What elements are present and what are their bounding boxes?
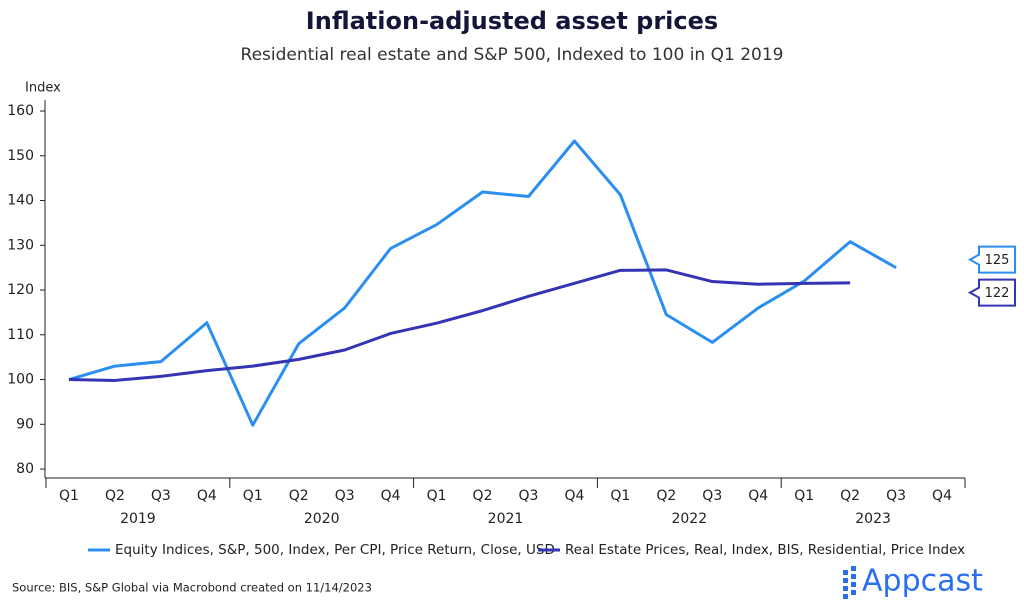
chart-title: Inflation-adjusted asset prices <box>306 7 718 35</box>
logo-mark <box>843 566 856 599</box>
x-tick-label: Q2 <box>289 488 309 504</box>
x-tick-label: Q1 <box>427 488 447 504</box>
y-tick-label: 100 <box>7 372 34 388</box>
x-tick-label: Q4 <box>197 488 217 504</box>
x-tick-label: Q2 <box>656 488 676 504</box>
x-tick-label: Q3 <box>151 488 171 504</box>
y-tick-label: 130 <box>7 237 34 253</box>
series-line <box>68 268 851 382</box>
logo-text: Appcast <box>862 564 983 599</box>
y-tick-label: 120 <box>7 282 34 298</box>
source: Source: BIS, S&P Global via Macrobond cr… <box>12 581 372 595</box>
x-group-label: 2021 <box>488 511 524 527</box>
x-tick-label: Q2 <box>105 488 125 504</box>
x-tick-label: Q4 <box>748 488 768 504</box>
y-tick-label: 150 <box>7 148 34 164</box>
legend-label: Real Estate Prices, Real, Index, BIS, Re… <box>565 542 965 558</box>
x-tick-label: Q1 <box>794 488 814 504</box>
y-tick-label: 110 <box>7 327 34 343</box>
x-group-label: 2023 <box>855 511 891 527</box>
x-tick-label: Q3 <box>886 488 906 504</box>
x-tick-label: Q2 <box>840 488 860 504</box>
y-tick-label: 140 <box>7 193 34 209</box>
x-tick-label: Q3 <box>519 488 539 504</box>
x-tick-label: Q1 <box>610 488 630 504</box>
x-tick-label: Q3 <box>702 488 722 504</box>
legend-label: Equity Indices, S&P, 500, Index, Per CPI… <box>115 542 555 558</box>
x-tick-label: Q4 <box>932 488 952 504</box>
y-axis-label: Index <box>25 81 61 96</box>
x-tick-label: Q1 <box>59 488 79 504</box>
chart-subtitle: Residential real estate and S&P 500, Ind… <box>241 45 784 65</box>
x-tick-label: Q3 <box>335 488 355 504</box>
x-tick-label: Q2 <box>473 488 493 504</box>
end-label: 125 <box>985 253 1010 268</box>
x-tick-label: Q1 <box>243 488 263 504</box>
x-group-label: 2022 <box>671 511 707 527</box>
x-group-label: 2020 <box>304 511 340 527</box>
y-tick-label: 160 <box>7 103 34 119</box>
x-group-label: 2019 <box>120 511 156 527</box>
x-tick-label: Q4 <box>564 488 584 504</box>
series-line <box>68 139 897 427</box>
end-label-box <box>967 278 1016 307</box>
y-tick-label: 90 <box>16 416 34 432</box>
end-label-box <box>967 245 1016 274</box>
end-label: 122 <box>985 286 1010 301</box>
y-tick-label: 80 <box>16 461 34 477</box>
x-tick-label: Q4 <box>381 488 401 504</box>
